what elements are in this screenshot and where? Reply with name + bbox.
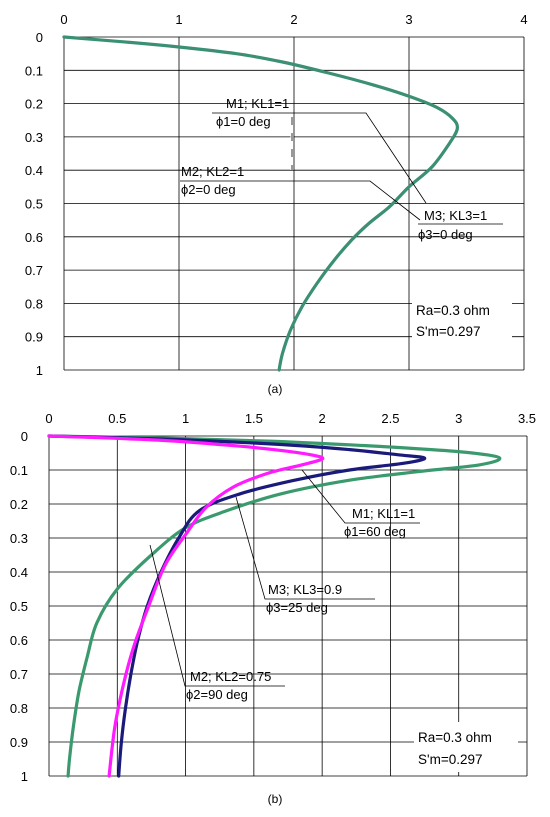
series-line-b-2 xyxy=(47,434,325,778)
series-group-b xyxy=(47,434,502,778)
x-tick-label: 2 xyxy=(290,12,297,27)
info-line-sm-a: S'm=0.297 xyxy=(416,324,481,339)
annotation-m3-a: M3; KL3=1 ϕ3=0 deg xyxy=(418,208,487,242)
x-tick-label: 3.5 xyxy=(518,411,536,426)
y-tick-label: 0.9 xyxy=(10,735,28,750)
annotation-m1-b-line2: ϕ1=60 deg xyxy=(344,524,406,539)
caption-b: (b) xyxy=(268,792,283,806)
leader-m1-a xyxy=(212,112,427,204)
x-tick-label: 2 xyxy=(319,411,326,426)
y-tick-label: 0.4 xyxy=(25,163,43,178)
x-tick-label: 3 xyxy=(405,12,412,27)
y-tick-label: 0.3 xyxy=(10,531,28,546)
y-tick-label: 0.1 xyxy=(25,63,43,78)
annotation-m3-b: M3; KL3=0.9 ϕ3=25 deg xyxy=(266,582,342,615)
grid-a xyxy=(63,36,525,371)
y-tick-labels-a: 0 0.1 0.2 0.3 0.4 0.5 0.6 0.7 0.8 0.9 1 xyxy=(25,30,43,378)
y-tick-label: 0.8 xyxy=(10,701,28,716)
annotation-m1-b-line1: M1; KL1=1 xyxy=(352,506,415,521)
x-tick-label: 1 xyxy=(175,12,182,27)
annotation-m3-b-line1: M3; KL3=0.9 xyxy=(268,582,342,597)
annotation-m3-b-line2: ϕ3=25 deg xyxy=(266,600,328,615)
annotation-m1-a-line1: M1; KL1=1 xyxy=(226,96,289,111)
annotation-leaders-b xyxy=(149,469,420,687)
series-line-b-1 xyxy=(47,434,427,778)
annotation-m1-a-line2: ϕ1=0 deg xyxy=(216,114,271,129)
annotation-m2-a-line1: M2; KL2=1 xyxy=(181,164,244,179)
leader-m2-a xyxy=(180,180,421,221)
y-tick-label: 0.2 xyxy=(25,97,43,112)
info-box-a: Ra=0.3 ohm S'm=0.297 xyxy=(416,303,490,339)
x-tick-label: 1 xyxy=(182,411,189,426)
leader-m2-b xyxy=(149,544,285,687)
y-tick-label: 0.7 xyxy=(10,667,28,682)
info-box-bg-b xyxy=(414,722,518,772)
x-tick-label: 0 xyxy=(60,12,67,27)
y-tick-label: 0.9 xyxy=(25,330,43,345)
y-tick-label: 0.5 xyxy=(10,599,28,614)
y-tick-label: 0.6 xyxy=(25,230,43,245)
annotation-m3-a-line2: ϕ3=0 deg xyxy=(418,227,473,242)
y-tick-label: 0.6 xyxy=(10,633,28,648)
x-tick-labels-a: 0 1 2 3 4 xyxy=(60,12,527,27)
annotation-m2-b: M2; KL2=0.75 ϕ2=90 deg xyxy=(186,669,271,702)
y-tick-label: 1 xyxy=(36,363,43,378)
annotation-leaders-a xyxy=(180,112,503,225)
info-box-b: Ra=0.3 ohm S'm=0.297 xyxy=(418,730,492,767)
info-box-bg-a xyxy=(412,296,512,342)
y-tick-label: 0.7 xyxy=(25,263,43,278)
y-tick-label: 0.4 xyxy=(10,565,28,580)
y-tick-label: 0.1 xyxy=(10,463,28,478)
chart-panel-b: 0 0.5 1 1.5 2 2.5 3 3.5 00.10.20.30.40.50.60.70… xyxy=(10,411,536,806)
x-tick-label: 4 xyxy=(520,12,527,27)
x-tick-label: 0 xyxy=(45,411,52,426)
y-tick-label: 0 xyxy=(36,30,43,45)
annotation-m3-a-line1: M3; KL3=1 xyxy=(424,208,487,223)
y-tick-label: 1 xyxy=(21,769,28,784)
caption-a: (a) xyxy=(268,382,283,396)
y-tick-label: 0.5 xyxy=(25,197,43,212)
y-tick-label: 0.8 xyxy=(25,296,43,311)
x-tick-label: 3 xyxy=(455,411,462,426)
annotation-m2-a: M2; KL2=1 ϕ2=0 deg xyxy=(181,164,244,197)
annotation-m1-b: M1; KL1=1 ϕ1=60 deg xyxy=(344,506,415,539)
series-group-a xyxy=(62,35,460,372)
y-tick-label: 0 xyxy=(21,429,28,444)
x-tick-label: 0.5 xyxy=(108,411,126,426)
x-tick-labels-b: 0 0.5 1 1.5 2 2.5 3 3.5 xyxy=(45,411,536,426)
annotation-m2-a-line2: ϕ2=0 deg xyxy=(181,182,236,197)
annotation-m1-a: M1; KL1=1 ϕ1=0 deg xyxy=(216,96,289,129)
annotation-m2-b-line2: ϕ2=90 deg xyxy=(186,687,248,702)
info-line-ra-b: Ra=0.3 ohm xyxy=(418,730,492,745)
grid-b xyxy=(48,435,528,777)
x-tick-label: 1.5 xyxy=(245,411,263,426)
annotation-m2-b-line1: M2; KL2=0.75 xyxy=(190,669,271,684)
y-tick-label: 0.3 xyxy=(25,130,43,145)
x-tick-label: 2.5 xyxy=(381,411,399,426)
info-line-ra-a: Ra=0.3 ohm xyxy=(416,303,490,318)
leader-m1-b xyxy=(301,469,420,524)
info-line-sm-b: S'm=0.297 xyxy=(418,752,483,767)
series-line-a-0 xyxy=(62,35,460,372)
leader-m3-b xyxy=(235,496,375,600)
y-tick-label: 0.2 xyxy=(10,497,28,512)
y-tick-labels-b: 0 0.1 0.2 0.3 0.4 0.5 0.6 0.7 0.8 0.9 1 xyxy=(10,429,28,784)
series-line-b-0 xyxy=(47,434,502,778)
chart-panel-a: 0 1 2 3 4 0 0.1 0.2 0.3 0.4 0.5 0.6 0.7 0.8 0.9 1 M1; … xyxy=(25,12,528,396)
